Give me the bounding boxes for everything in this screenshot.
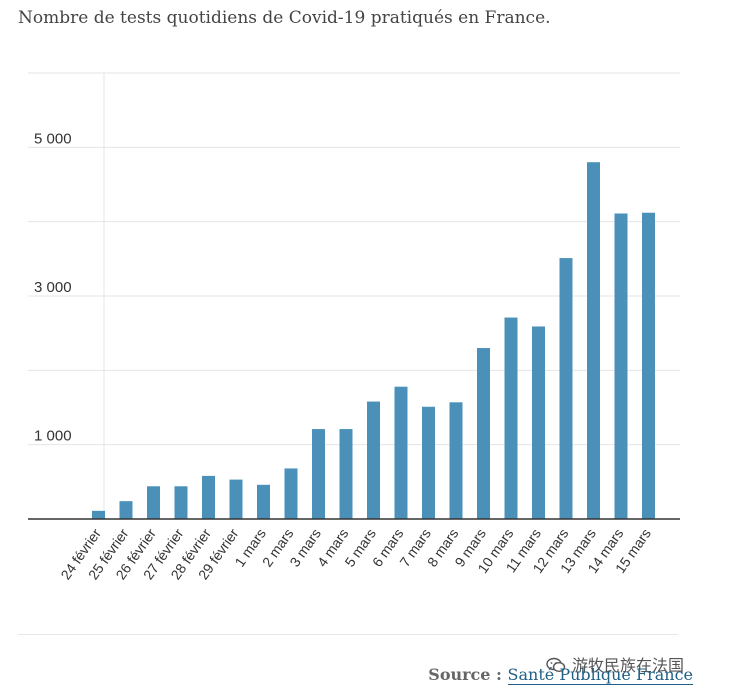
y-tick-label: 1 000 (34, 428, 72, 445)
bar (477, 348, 490, 519)
footer-divider (18, 634, 678, 635)
bar (257, 484, 270, 519)
bar (504, 317, 518, 519)
bar (422, 406, 435, 519)
bar (394, 386, 408, 519)
bar (367, 401, 380, 519)
bar (284, 468, 298, 519)
bar (147, 486, 160, 519)
bar (614, 213, 628, 520)
source-line: Source : Santé Publique France (428, 665, 693, 685)
bar (174, 486, 188, 519)
chart-title: Nombre de tests quotidiens de Covid-19 p… (18, 8, 551, 28)
watermark: 游牧民族在法国 (546, 652, 684, 676)
y-tick-label: 3 000 (34, 279, 72, 296)
gridlines (28, 72, 680, 446)
bar (119, 501, 133, 519)
bar (229, 479, 243, 519)
y-tick-label: 5 000 (34, 130, 72, 147)
bar (559, 258, 573, 519)
bar (92, 510, 105, 519)
bar (587, 162, 600, 519)
bar (312, 429, 325, 519)
wechat-icon (546, 657, 566, 673)
bar (339, 429, 353, 519)
bar (642, 212, 655, 519)
source-label: Source : (428, 665, 508, 684)
bar (449, 402, 463, 519)
source-link[interactable]: Santé Publique France (507, 665, 693, 685)
y-axis-ticks: 1 000 3 000 5 000 (34, 130, 72, 444)
bars (92, 162, 655, 520)
bar (202, 475, 215, 519)
bar (532, 326, 545, 519)
watermark-text: 游牧民族在法国 (572, 656, 685, 675)
